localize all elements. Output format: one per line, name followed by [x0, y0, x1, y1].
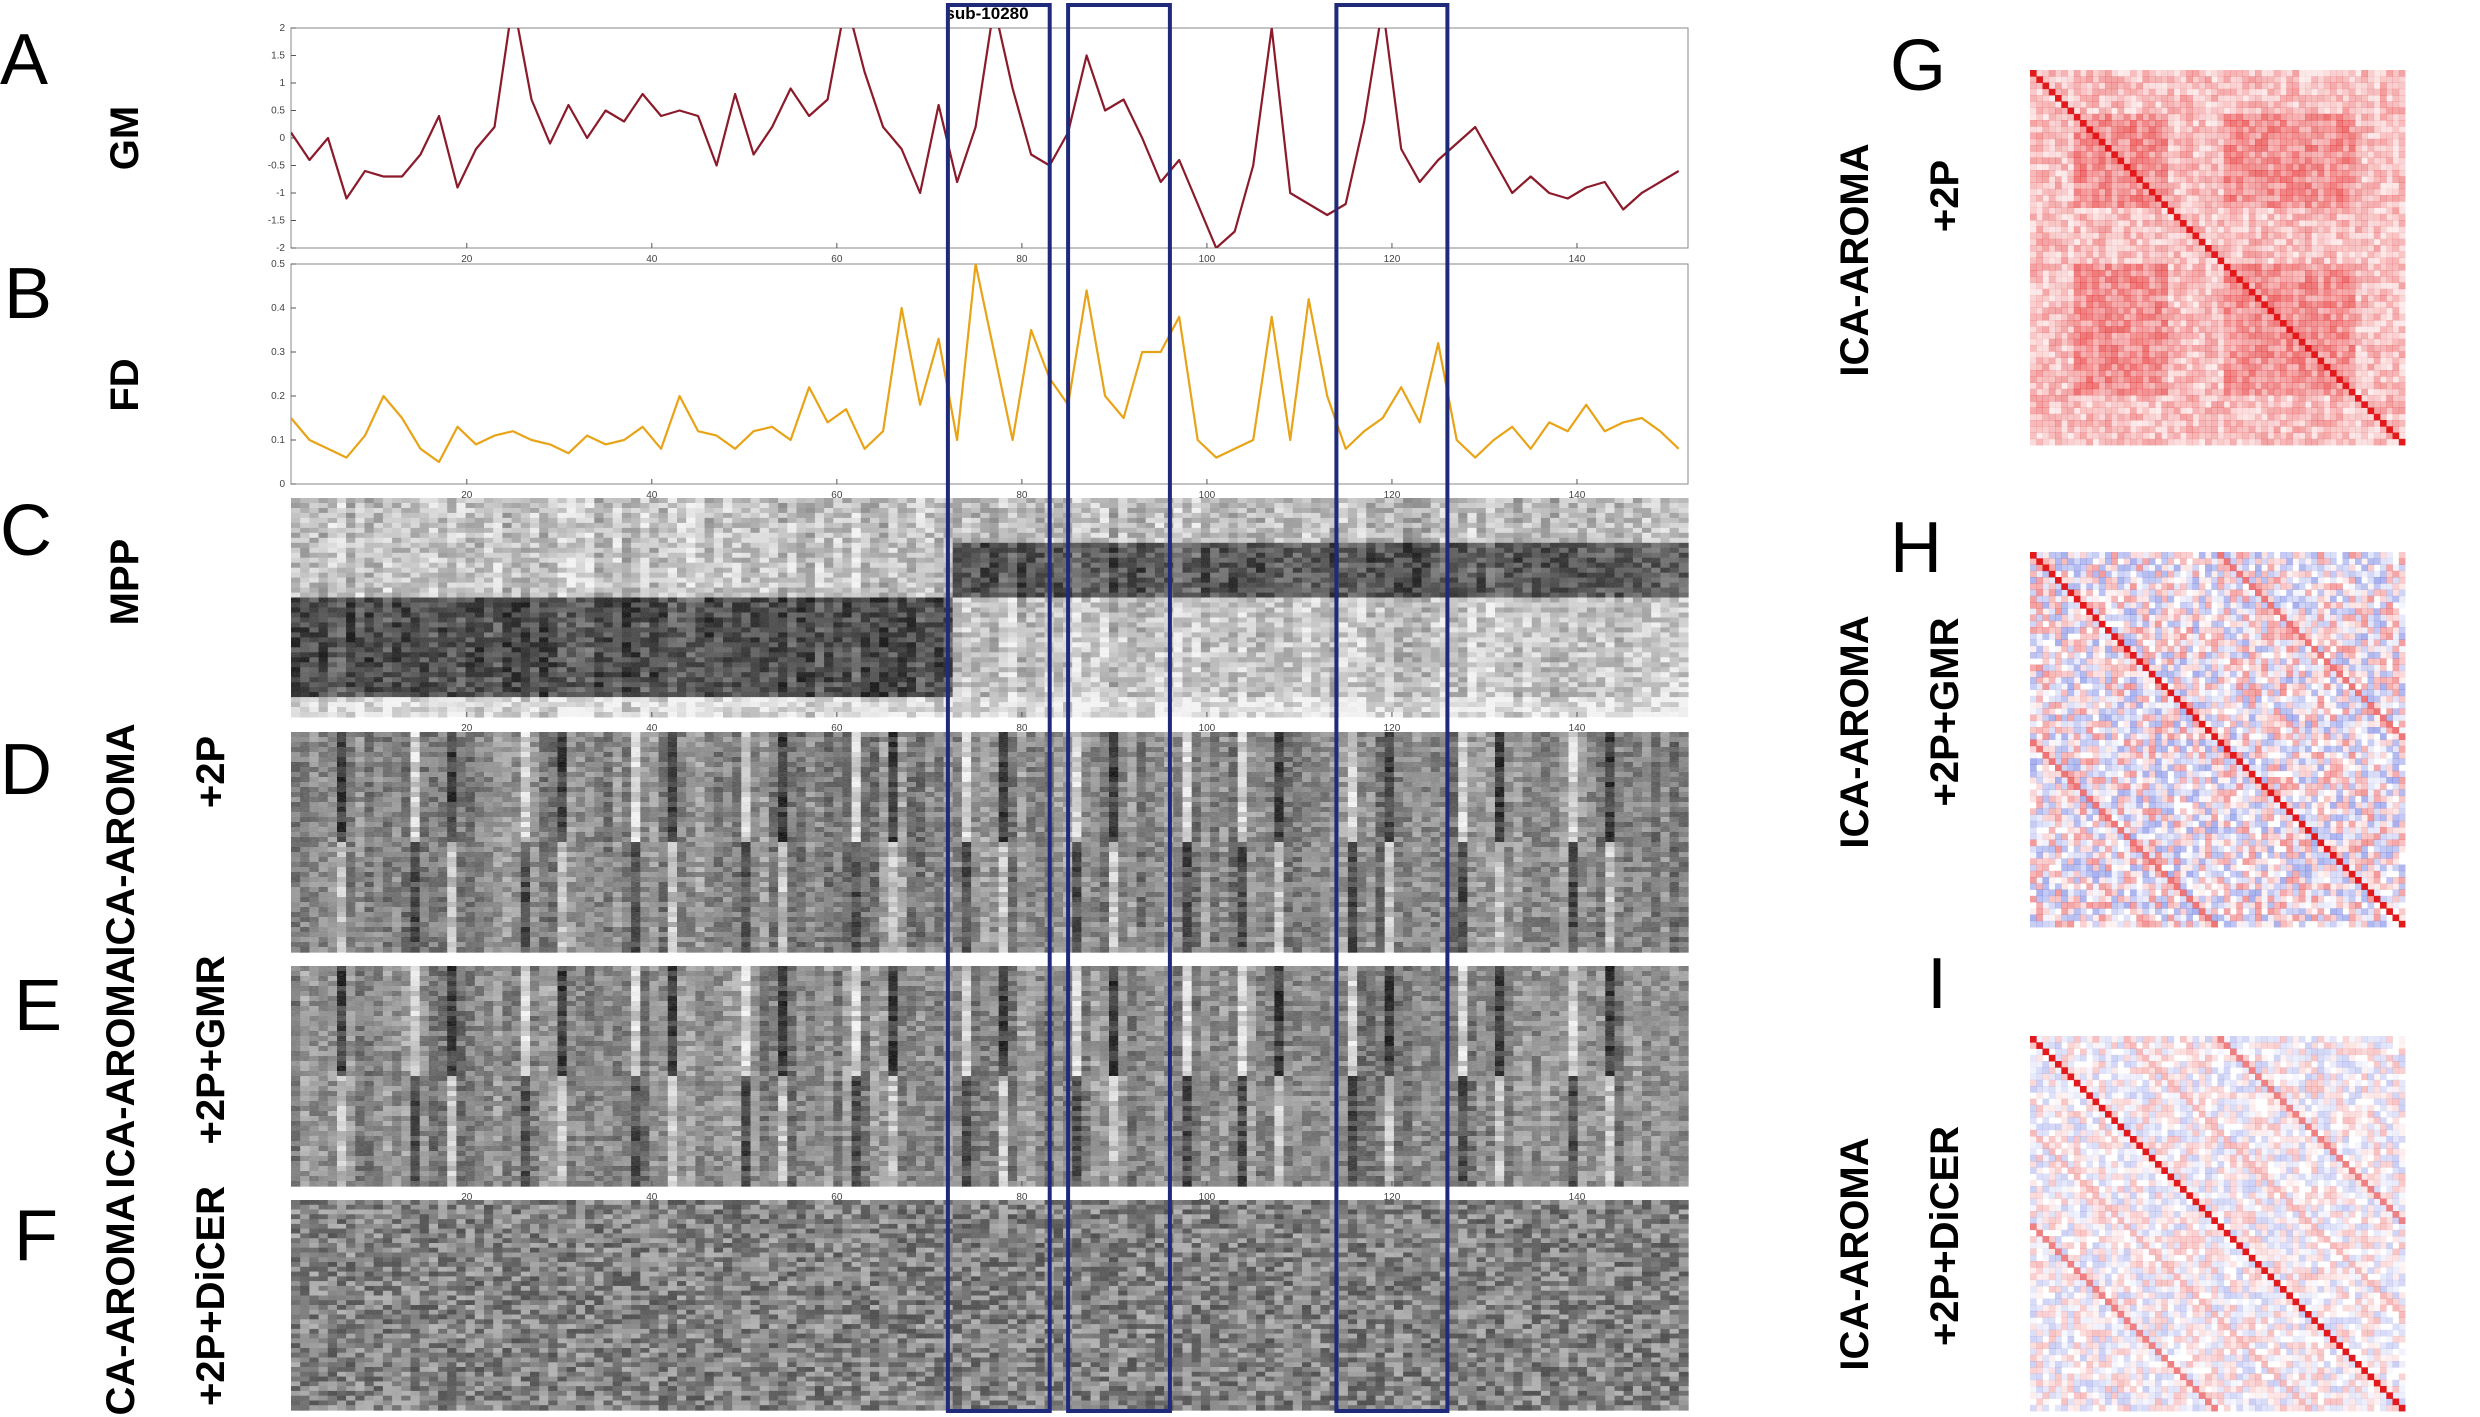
gm-ytick-label: 0.5 [271, 106, 285, 117]
label-f-inner: +2P+DiCER [189, 1186, 233, 1406]
label-d-outer: ICA-AROMA [99, 723, 143, 956]
gm-ytick-label: -1.5 [268, 216, 286, 227]
gm-ytick-label: -1 [276, 188, 285, 199]
mpp-carpet: 20 40 60 80 100 120 140 [291, 498, 1689, 734]
fd-ytick-label: 0.4 [271, 303, 285, 314]
gm-xtick-label: 100 [1199, 254, 1216, 265]
panel-letter-h: H [1890, 508, 1942, 588]
label-e-outer: ICA-AROMA [99, 955, 143, 1188]
gm-axes-frame [291, 28, 1688, 248]
fd-ytick-label: 0.2 [271, 391, 285, 402]
label-d-inner: +2P [189, 736, 233, 808]
label-mpp: MPP [103, 539, 147, 626]
label-h-inner: +2P+GMR [1923, 617, 1967, 806]
fd-ytick-label: 0.1 [271, 435, 285, 446]
fd-ytick-label: 0.5 [271, 259, 285, 270]
panel-letter-b: B [4, 254, 52, 334]
label-h-outer: ICA-AROMA [1833, 615, 1877, 848]
fd-axes-frame [291, 264, 1688, 484]
gm-ytick-label: -0.5 [268, 161, 286, 172]
label-i-outer: ICA-AROMA [1833, 1137, 1877, 1370]
gm-ytick-label: 0 [279, 133, 285, 144]
gm-ytick-label: -2 [276, 243, 285, 254]
gm-xtick-label: 80 [1016, 254, 1028, 265]
panel-letter-c: C [0, 491, 52, 571]
gm-xtick-label: 40 [646, 254, 658, 265]
gm-xtick-label: 120 [1384, 254, 1401, 265]
label-e-inner: +2P+GMR [189, 955, 233, 1144]
gm-ytick-label: 2 [279, 23, 285, 34]
gm-ytick-label: 1.5 [271, 51, 285, 62]
fd-ytick-label: 0.3 [271, 347, 285, 358]
label-g-inner: +2P [1923, 160, 1967, 232]
label-fd: FD [103, 358, 147, 411]
fd-ytick-label: 0 [279, 479, 285, 490]
panel-letter-f: F [14, 1196, 58, 1276]
label-gm: GM [103, 106, 147, 170]
panel-letter-e: E [14, 966, 62, 1046]
gm-xtick-label: 140 [1569, 254, 1586, 265]
gm-xtick-label: 60 [831, 254, 843, 265]
panel-letter-a: A [0, 20, 48, 100]
label-g-outer: ICA-AROMA [1833, 143, 1877, 376]
panel-letter-i: I [1927, 944, 1947, 1024]
gm-xtick-label: 20 [461, 254, 473, 265]
label-i-inner: +2P+DiCER [1923, 1126, 1967, 1346]
panel-letter-g: G [1890, 26, 1946, 106]
gm-line-plot: 2 1.5 1 0.5 0 -0.5 -1 -1.5 -2 20 40 60 80 100 120 140 [268, 1, 1688, 266]
label-f-outer: ICA-AROMA [99, 1193, 143, 1417]
gm-ytick-label: 1 [279, 78, 285, 89]
panel-letter-d: D [0, 730, 52, 810]
